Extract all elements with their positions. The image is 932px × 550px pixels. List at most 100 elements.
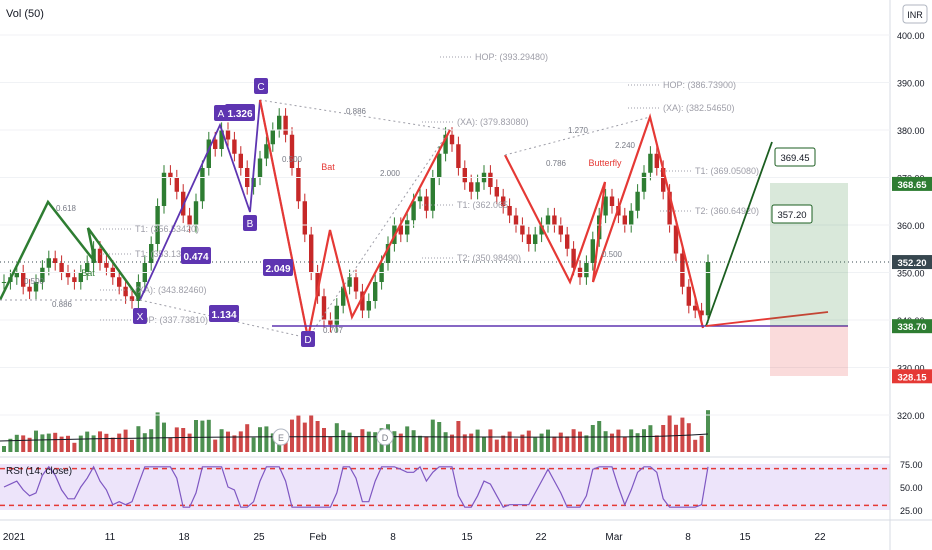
volume-bar [117, 433, 122, 452]
volume-bar [142, 433, 147, 452]
volume-bar [443, 432, 448, 452]
volume-bar [174, 427, 179, 452]
candle-body [149, 244, 154, 263]
volume-bar [328, 436, 333, 452]
candle-body [533, 234, 538, 244]
candle-body [123, 286, 128, 297]
candle-body [53, 258, 58, 263]
candle-body [469, 182, 474, 192]
target-zone[interactable] [770, 183, 848, 326]
volume-bar [149, 429, 154, 452]
candle-body [225, 130, 231, 140]
volume-bar [168, 437, 173, 452]
candle-body [72, 277, 77, 282]
ratio-box [225, 104, 255, 121]
candle-body [302, 201, 307, 235]
volume-bar [571, 429, 576, 452]
callout-box[interactable] [771, 204, 813, 224]
ratio-label: 1.270 [568, 126, 589, 135]
volume-bar [469, 433, 474, 452]
price-axis[interactable]: 400.00390.00380.00370.00360.00350.00340.… [0, 31, 932, 421]
volume-indicator-label[interactable]: Vol (50) [6, 8, 44, 20]
volume-bar [552, 436, 557, 452]
pattern-point-badge [133, 308, 147, 324]
candle-body [462, 168, 467, 183]
ratio-box [209, 305, 239, 322]
volume-bar [226, 431, 230, 452]
volume-bar [622, 436, 627, 452]
candle-body [622, 215, 627, 225]
price-tag [892, 369, 932, 384]
pattern-point-badge [301, 331, 315, 347]
volume-bar [680, 417, 685, 452]
ratio-box-label: 1.326 [227, 109, 252, 120]
level-label: T1: (356.53420) [135, 224, 199, 234]
candle-body [78, 272, 83, 282]
volume-bar [424, 436, 429, 452]
callout-box[interactable] [774, 147, 816, 167]
volume-bar [66, 435, 70, 452]
candle-body [661, 168, 666, 192]
volume-bar [674, 424, 678, 452]
volume-bar [533, 437, 538, 452]
pattern-point-badge [254, 78, 268, 94]
volume-bar [91, 435, 96, 452]
volume-bar [456, 421, 461, 452]
volume-bar [354, 436, 358, 452]
volume-bar [629, 429, 634, 452]
callout-label: 357.20 [777, 210, 806, 221]
candle-body [174, 177, 179, 192]
price-tick-label: 320.00 [897, 411, 925, 421]
volume-bar [238, 431, 243, 452]
volume-bar [590, 425, 595, 452]
level-label: (XA): (343.82460) [135, 285, 207, 295]
candle-body [449, 134, 455, 145]
rsi-label[interactable]: RSI (14, close) [6, 466, 72, 477]
pattern-name: Bat [81, 268, 95, 278]
pattern-name: Butterfly [588, 158, 622, 168]
candle-body [296, 168, 301, 202]
volume-bar [21, 435, 26, 452]
price-tick-label: 330.00 [897, 364, 925, 374]
volume-bar [635, 433, 640, 452]
candle-body [571, 248, 576, 268]
candle-body [417, 196, 423, 202]
volume-bar [642, 429, 646, 452]
candle-body [686, 286, 691, 306]
candle-body [193, 201, 199, 225]
currency-badge[interactable] [902, 4, 928, 24]
volume-bar [526, 430, 531, 452]
fib-levels: HOP: (393.29480) HOP: (386.73900) (XA): (3… [100, 52, 759, 325]
volume-bar [546, 429, 550, 452]
ratio-label: 0.500 [602, 250, 623, 259]
candle-body [200, 168, 205, 202]
candle-body [693, 305, 698, 311]
volume-bar [72, 442, 77, 452]
volume-bar [296, 415, 301, 452]
event-marker[interactable] [376, 428, 394, 446]
volume-bar [245, 424, 250, 452]
volume-bar [341, 430, 346, 452]
volume-bar [661, 425, 666, 452]
volume-bar [584, 435, 589, 452]
volume-bar [347, 432, 352, 452]
candle-body [699, 310, 704, 316]
volume-bar [8, 438, 13, 452]
volume-bar [558, 432, 563, 452]
stop-zone[interactable] [770, 326, 848, 376]
butterfly-pattern-red [504, 113, 705, 329]
price-tick-label: 390.00 [897, 79, 925, 89]
volume-bar [507, 431, 512, 452]
time-tick-label: 15 [461, 532, 473, 543]
time-axis[interactable]: 2021 11 18 25 Feb 8 15 22 Mar 8 15 22 [3, 532, 826, 543]
level-label: HOP: (337.73810) [135, 315, 208, 325]
candle-body [232, 139, 237, 154]
volume-bar [539, 433, 544, 452]
event-marker[interactable] [272, 428, 290, 446]
candle-body [59, 263, 64, 273]
candle-body [641, 172, 647, 192]
volume-bar [648, 425, 653, 452]
candle-body [213, 139, 218, 149]
candle-body [40, 267, 45, 282]
